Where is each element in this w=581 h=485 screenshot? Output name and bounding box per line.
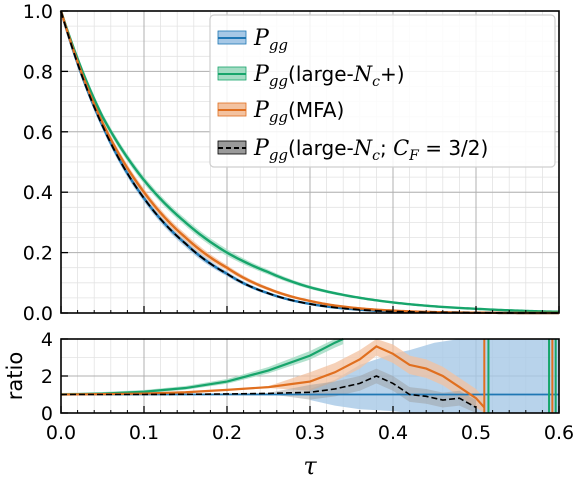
y-tick-label: 0 bbox=[41, 403, 53, 425]
legend-box bbox=[209, 14, 556, 168]
y-tick-label: 4 bbox=[41, 329, 53, 351]
y-tick-label: 0.0 bbox=[23, 303, 53, 325]
x-tick-label: 0.0 bbox=[46, 422, 76, 444]
ratio-ylabel: ratio bbox=[3, 352, 27, 400]
x-tick-label: 0.1 bbox=[129, 422, 159, 444]
ratio-lines bbox=[60, 337, 559, 413]
legend-label: Pgg(large-Nc; CF = 3/2) bbox=[253, 136, 488, 164]
y-tick-label: 0.6 bbox=[23, 122, 53, 144]
tau-xlabel: τ bbox=[303, 452, 317, 480]
legend-label: Pgg(large-Nc+) bbox=[253, 62, 405, 90]
x-tick-label: 0.5 bbox=[461, 422, 491, 444]
main-ticks: 0.0 0.2 0.4 0.6 0.8 1.0 bbox=[23, 1, 560, 325]
x-tick-label: 0.6 bbox=[544, 422, 574, 444]
legend-entry-2: Pgg(MFA) bbox=[217, 98, 344, 126]
y-tick-label: 1.0 bbox=[23, 1, 53, 23]
ratio-line-2 bbox=[60, 345, 486, 409]
legend-entry-0: Pgg bbox=[217, 26, 288, 54]
legend-label: Pgg bbox=[253, 26, 288, 54]
ratio-band-cf bbox=[61, 368, 476, 413]
x-tick-label: 0.4 bbox=[378, 422, 408, 444]
y-tick-label: 0.2 bbox=[23, 243, 53, 265]
y-tick-label: 2 bbox=[41, 366, 53, 388]
ratio-line-3 bbox=[61, 375, 477, 409]
x-tick-label: 0.3 bbox=[295, 422, 325, 444]
y-tick-label: 0.4 bbox=[23, 182, 53, 204]
legend: Pgg Pgg(large-Nc+) Pgg(MFA) Pgg(large-Nc; C… bbox=[209, 14, 556, 168]
y-tick-label: 0.8 bbox=[23, 61, 53, 83]
legend-label: Pgg(MFA) bbox=[253, 98, 344, 126]
ratio-ticks: 0.0 0.1 0.2 0.3 0.4 0.5 0.6 0 2 4 bbox=[41, 329, 574, 444]
ratio-panel: 0.0 0.1 0.2 0.3 0.4 0.5 0.6 0 2 4 ratio τ bbox=[3, 329, 574, 480]
x-tick-label: 0.2 bbox=[212, 422, 242, 444]
legend-entry-3: Pgg(large-Nc; CF = 3/2) bbox=[217, 136, 488, 164]
legend-entry-1: Pgg(large-Nc+) bbox=[217, 62, 405, 90]
